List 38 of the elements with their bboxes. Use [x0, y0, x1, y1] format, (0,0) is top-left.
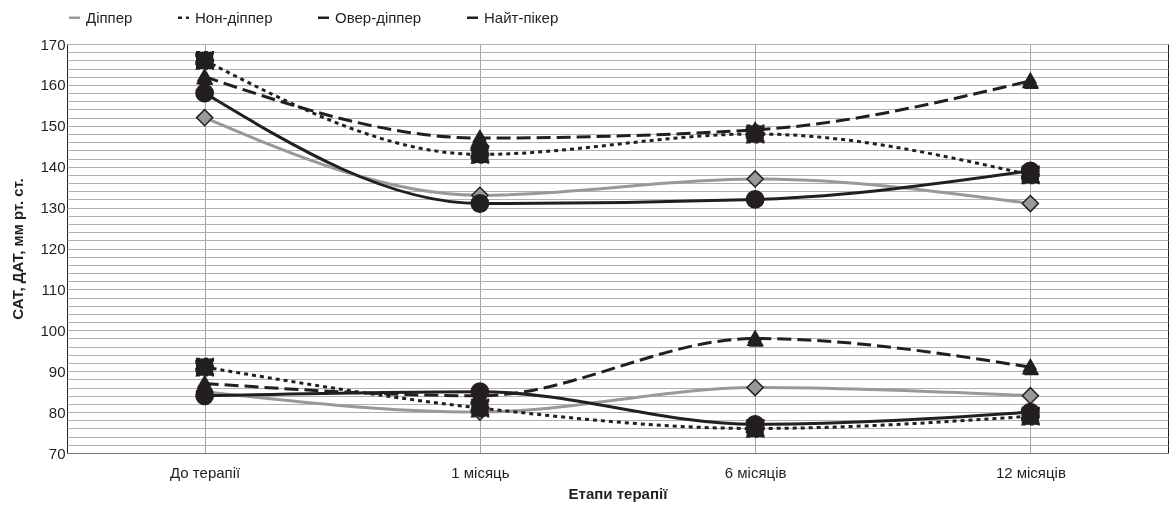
- point: [195, 108, 214, 127]
- y-tick-label: 80: [48, 403, 66, 421]
- y-tick-label: 160: [40, 76, 66, 94]
- point: [1021, 386, 1040, 405]
- y-tick-label: 140: [40, 158, 66, 176]
- point: [195, 50, 215, 70]
- point: [470, 194, 490, 213]
- legend-label: Овер-діппер: [335, 8, 422, 26]
- x-tick-label: 12 місяців: [995, 463, 1066, 481]
- legend-label: Діппер: [86, 8, 133, 26]
- legend-label: Найт-пікер: [484, 8, 559, 26]
- point: [195, 68, 215, 85]
- y-axis-title: САТ, ДАТ, мм рт. ст.: [9, 178, 27, 320]
- point: [195, 357, 215, 377]
- point: [746, 378, 764, 397]
- y-tick-label: 170: [40, 35, 66, 53]
- x-tick-label: 1 місяць: [451, 463, 510, 481]
- y-tick-label: 120: [40, 240, 66, 257]
- x-tick-label: До терапії: [170, 463, 242, 481]
- y-tick-label: 130: [40, 199, 66, 217]
- x-axis-title: Етапи терапії: [568, 484, 669, 502]
- y-tick-label: 100: [40, 321, 66, 339]
- point: [195, 375, 215, 392]
- y-tick-label: 150: [40, 117, 66, 135]
- y-tick-label: 90: [48, 362, 66, 380]
- point: [1020, 358, 1040, 376]
- point: [746, 170, 764, 188]
- point: [745, 190, 765, 209]
- point: [470, 129, 490, 147]
- y-tick-label: 70: [48, 444, 66, 462]
- point: [1021, 194, 1040, 213]
- point: [195, 83, 215, 103]
- point: [745, 330, 765, 347]
- y-tick-label: 110: [41, 280, 66, 298]
- x-tick-label: 6 місяців: [724, 463, 787, 481]
- legend-label: Нон-діппер: [195, 8, 273, 26]
- point: [470, 145, 490, 164]
- point: [1020, 72, 1040, 90]
